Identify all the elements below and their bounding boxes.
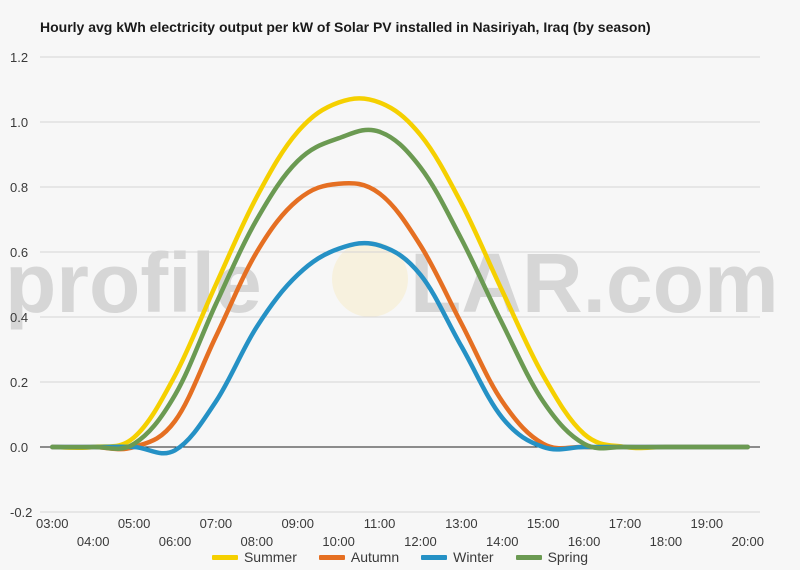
y-tick-label: 0.4 bbox=[10, 310, 28, 325]
legend-item-autumn: Autumn bbox=[318, 549, 400, 565]
x-tick-label: 12:00 bbox=[404, 534, 437, 549]
y-tick-label: 1.0 bbox=[10, 115, 28, 130]
x-tick-label: 11:00 bbox=[364, 516, 396, 531]
legend-swatch bbox=[211, 554, 238, 560]
legend-swatch bbox=[318, 554, 345, 560]
chart-title: Hourly avg kWh electricity output per kW… bbox=[40, 19, 651, 35]
series-lines bbox=[50, 96, 750, 456]
legend-label: Winter bbox=[453, 549, 494, 565]
grid-lines bbox=[40, 56, 760, 513]
y-tick-label: 0.6 bbox=[10, 245, 28, 260]
x-tick-label: 19:00 bbox=[691, 516, 724, 531]
legend-label: Spring bbox=[547, 549, 589, 565]
legend-item-summer: Summer bbox=[211, 549, 297, 565]
legend: Summer Autumn Winter Spring bbox=[0, 549, 800, 565]
x-tick-label: 20:00 bbox=[731, 534, 764, 549]
y-axis: 1.2 1.0 0.8 0.6 0.4 0.2 0.0 -0.2 bbox=[10, 50, 32, 520]
x-tick-label: 03:00 bbox=[36, 516, 69, 531]
x-tick-label: 06:00 bbox=[159, 534, 192, 549]
y-tick-label: 1.2 bbox=[10, 50, 28, 65]
x-tick-label: 04:00 bbox=[77, 534, 110, 549]
x-tick-label: 18:00 bbox=[650, 534, 683, 549]
x-tick-label: 08:00 bbox=[241, 534, 274, 549]
x-axis: 03:00 04:00 05:00 06:00 07:00 08:00 09:00 10:00… bbox=[36, 516, 764, 549]
legend-swatch bbox=[421, 554, 448, 560]
series-line-spring bbox=[50, 127, 750, 451]
y-tick-label: -0.2 bbox=[10, 505, 32, 520]
x-tick-label: 13:00 bbox=[445, 516, 478, 531]
legend-label: Autumn bbox=[350, 549, 400, 565]
x-tick-label: 07:00 bbox=[200, 516, 233, 531]
y-tick-label: 0.8 bbox=[10, 180, 28, 195]
legend-swatch bbox=[515, 554, 542, 560]
legend-item-spring: Spring bbox=[515, 549, 589, 565]
x-tick-label: 14:00 bbox=[486, 534, 519, 549]
x-tick-label: 15:00 bbox=[527, 516, 560, 531]
y-tick-label: 0.2 bbox=[10, 375, 28, 390]
x-tick-label: 05:00 bbox=[118, 516, 151, 531]
y-tick-label: 0.0 bbox=[10, 440, 28, 455]
legend-item-winter: Winter bbox=[421, 549, 494, 565]
x-tick-label: 10:00 bbox=[322, 534, 355, 549]
x-tick-label: 16:00 bbox=[568, 534, 601, 549]
x-tick-label: 09:00 bbox=[281, 516, 314, 531]
legend-label: Summer bbox=[243, 549, 297, 565]
x-tick-label: 17:00 bbox=[609, 516, 642, 531]
